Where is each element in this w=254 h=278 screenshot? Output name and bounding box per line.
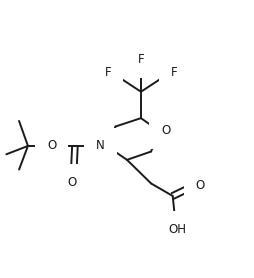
Text: F: F [171,66,177,79]
Text: F: F [138,53,144,66]
Text: F: F [105,66,111,79]
Text: N: N [96,140,105,152]
Text: O: O [68,176,77,188]
Text: OH: OH [169,223,187,236]
Text: O: O [47,139,56,152]
Text: O: O [196,179,205,192]
Text: O: O [161,124,170,137]
